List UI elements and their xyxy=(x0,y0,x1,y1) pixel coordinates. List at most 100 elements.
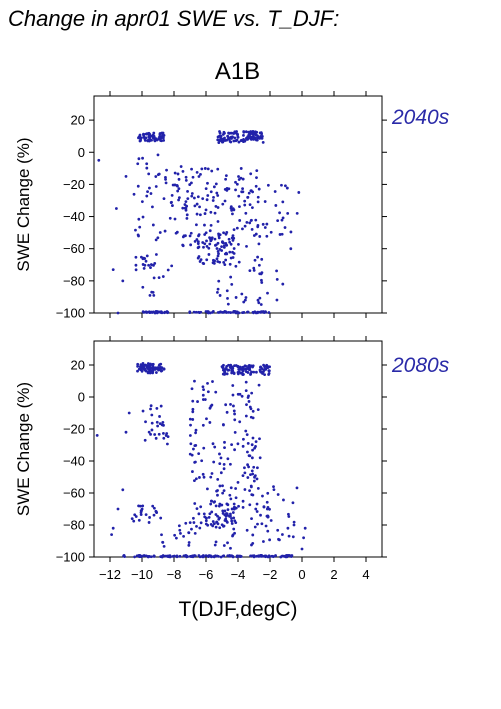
data-point xyxy=(233,431,237,434)
data-point xyxy=(228,250,232,254)
data-point xyxy=(163,229,167,233)
data-point xyxy=(268,538,272,542)
data-point xyxy=(149,432,152,436)
data-point xyxy=(161,131,165,135)
data-point xyxy=(152,276,156,280)
data-point xyxy=(150,311,154,314)
data-point xyxy=(243,364,247,368)
data-point xyxy=(239,367,243,371)
data-point xyxy=(222,130,226,134)
data-point xyxy=(203,233,207,236)
data-point xyxy=(274,204,278,207)
data-point xyxy=(258,437,261,441)
data-point xyxy=(209,555,213,559)
data-point xyxy=(156,424,160,428)
data-point xyxy=(159,369,163,373)
data-point xyxy=(252,268,256,272)
data-point xyxy=(152,506,156,510)
data-point xyxy=(272,555,275,559)
data-point xyxy=(266,183,270,187)
data-point xyxy=(209,502,213,506)
data-point xyxy=(287,515,291,518)
data-point xyxy=(201,423,205,427)
data-point xyxy=(155,138,159,142)
data-point xyxy=(140,507,144,511)
data-point xyxy=(262,540,265,543)
data-point xyxy=(137,157,141,161)
data-point xyxy=(165,310,169,313)
data-point xyxy=(205,239,208,243)
data-point xyxy=(252,465,256,469)
data-point xyxy=(202,245,205,249)
data-point xyxy=(171,183,175,187)
data-point xyxy=(218,502,222,506)
data-point xyxy=(233,506,236,510)
data-point xyxy=(216,489,219,492)
data-point xyxy=(159,404,163,408)
data-point xyxy=(147,310,151,314)
data-point xyxy=(225,252,229,256)
data-point xyxy=(278,211,281,215)
data-point xyxy=(204,208,208,212)
data-point xyxy=(254,218,258,222)
data-point xyxy=(184,207,188,211)
data-point xyxy=(144,369,148,373)
data-point xyxy=(152,134,156,138)
data-point xyxy=(195,507,199,511)
data-point xyxy=(226,296,229,300)
data-point xyxy=(245,403,248,407)
data-point xyxy=(282,498,285,502)
data-point xyxy=(233,412,236,416)
data-point xyxy=(190,453,194,457)
data-point xyxy=(216,522,220,526)
data-point xyxy=(227,237,231,241)
data-point xyxy=(145,162,149,166)
data-point xyxy=(207,515,211,519)
data-point xyxy=(230,443,234,447)
data-point xyxy=(247,454,251,457)
data-point xyxy=(234,188,237,192)
data-point xyxy=(191,418,195,421)
data-point xyxy=(136,233,140,237)
data-point xyxy=(280,218,284,222)
data-point xyxy=(225,365,229,368)
data-point xyxy=(203,212,207,215)
data-point xyxy=(221,484,224,488)
data-point xyxy=(226,368,230,372)
data-point xyxy=(214,182,218,186)
data-point xyxy=(137,367,141,371)
data-point xyxy=(221,372,225,376)
data-point xyxy=(209,223,213,227)
data-point xyxy=(247,465,251,469)
data-point xyxy=(140,255,143,259)
data-point xyxy=(245,433,249,437)
period-label-2080s: 2080s xyxy=(392,354,450,377)
data-point xyxy=(154,310,158,314)
data-point xyxy=(236,133,240,137)
data-point xyxy=(144,136,148,140)
data-point xyxy=(247,191,251,195)
data-point xyxy=(214,390,218,394)
data-point xyxy=(141,263,145,266)
data-point xyxy=(197,554,201,557)
data-point xyxy=(221,509,225,513)
data-point xyxy=(181,243,185,247)
data-point xyxy=(233,448,236,452)
data-point xyxy=(213,445,217,449)
x-tick-label: −4 xyxy=(231,567,246,582)
data-point xyxy=(226,508,230,512)
data-point xyxy=(189,231,193,235)
data-point xyxy=(142,132,146,136)
data-point xyxy=(146,190,149,194)
data-point xyxy=(205,245,209,248)
data-point xyxy=(223,519,227,522)
data-point xyxy=(259,554,262,557)
data-point xyxy=(147,430,151,434)
data-point xyxy=(148,371,152,375)
data-point xyxy=(229,402,232,406)
data-point xyxy=(233,531,236,535)
data-point xyxy=(251,448,254,452)
data-point xyxy=(234,264,238,268)
data-point xyxy=(244,380,248,384)
data-point xyxy=(160,423,164,427)
